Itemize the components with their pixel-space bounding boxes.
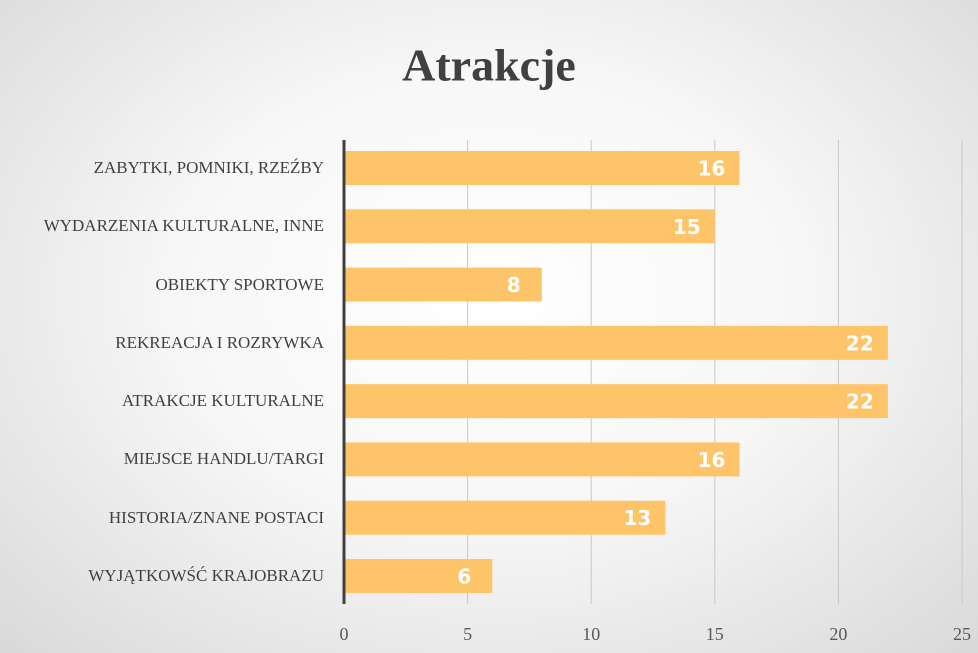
- data-label: 15: [673, 215, 701, 239]
- x-tick-label: 0: [340, 624, 349, 644]
- category-label: WYDARZENIA KULTURALNE, INNE: [14, 201, 324, 251]
- bar: [344, 559, 493, 593]
- category-text: MIEJSCE HANDLU/TARGI: [123, 449, 324, 469]
- data-label: 16: [698, 157, 726, 181]
- x-tick-label: 25: [953, 624, 971, 644]
- chart-title: Atrakcje: [402, 40, 576, 91]
- data-label: 22: [846, 331, 874, 355]
- category-label: ZABYTKI, POMNIKI, RZEŹBY: [14, 143, 324, 193]
- data-label: 13: [623, 506, 651, 530]
- bar: [344, 267, 542, 302]
- bar: [344, 384, 888, 419]
- category-text: HISTORIA/ZNANE POSTACI: [108, 507, 324, 527]
- x-tick-label: 15: [706, 624, 724, 644]
- category-text: OBIEKTY SPORTOWE: [155, 274, 324, 294]
- data-label: 6: [457, 565, 471, 589]
- x-tick-label: 5: [463, 624, 472, 644]
- bar: [344, 209, 715, 244]
- bar: [344, 151, 740, 185]
- category-label: MIEJSCE HANDLU/TARGI: [14, 434, 324, 484]
- category-text: ATRAKCJE KULTURALNE: [122, 391, 324, 411]
- category-text: WYJĄTKOWŚĆ KRAJOBRAZU: [88, 566, 324, 585]
- category-label: REKREACJA I ROZRYWKA: [14, 318, 324, 368]
- category-label: WYJĄTKOWŚĆ KRAJOBRAZU: [14, 551, 324, 601]
- x-tick-label: 10: [582, 624, 600, 644]
- category-text: WYDARZENIA KULTURALNE, INNE: [43, 216, 324, 236]
- category-label: HISTORIA/ZNANE POSTACI: [14, 493, 324, 543]
- category-label: ATRAKCJE KULTURALNE: [14, 376, 324, 426]
- bar: [344, 500, 666, 535]
- data-label: 22: [846, 390, 874, 414]
- data-label: 8: [507, 273, 521, 297]
- bar: [344, 325, 888, 360]
- category-text: ZABYTKI, POMNIKI, RZEŹBY: [93, 158, 324, 177]
- category-text: REKREACJA I ROZRYWKA: [115, 332, 324, 352]
- category-label: OBIEKTY SPORTOWE: [14, 260, 324, 310]
- bar: [344, 442, 740, 477]
- x-tick-label: 20: [829, 624, 847, 644]
- data-label: 16: [698, 448, 726, 472]
